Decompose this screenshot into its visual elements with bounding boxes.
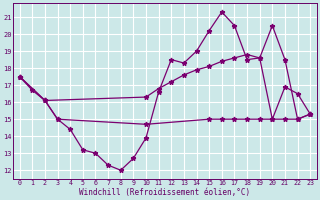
X-axis label: Windchill (Refroidissement éolien,°C): Windchill (Refroidissement éolien,°C) [79,188,251,197]
